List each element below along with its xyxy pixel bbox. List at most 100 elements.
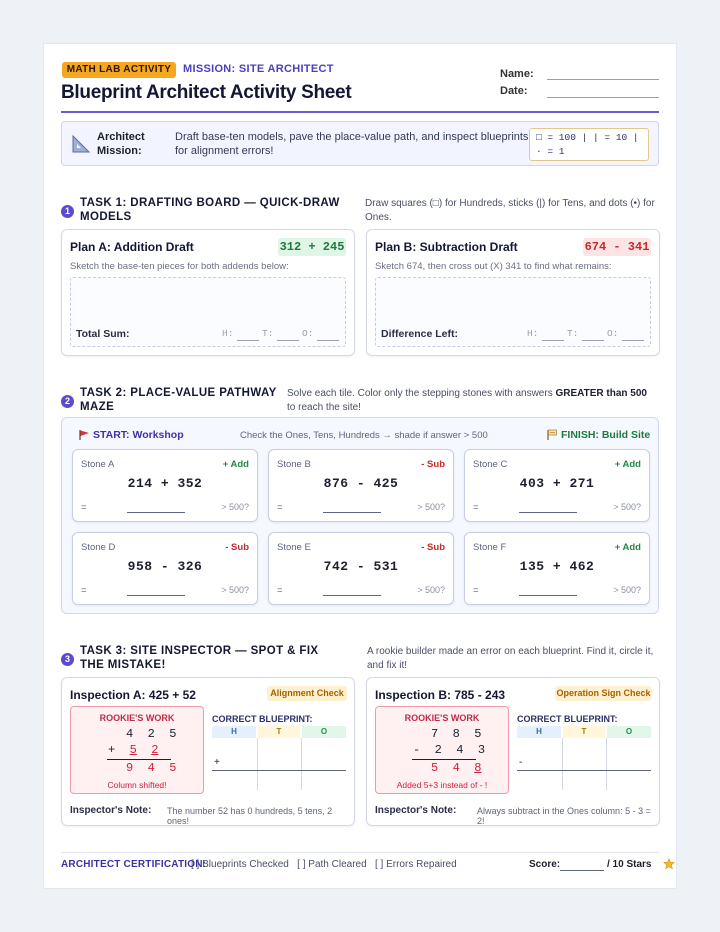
plan-a-o-blank[interactable] — [317, 340, 339, 341]
mission-label: Architect Mission: — [97, 131, 145, 157]
plan-a-sketch-area[interactable] — [70, 277, 346, 347]
col-divider — [301, 738, 302, 790]
stone-problem: 135 + 462 — [519, 559, 595, 574]
correct-a-work-area[interactable] — [212, 742, 346, 790]
stone-problem: 958 - 326 — [127, 559, 203, 574]
correct-b-difference-line — [517, 770, 651, 771]
operation-tag: - Sub — [421, 542, 445, 553]
answer-blank[interactable] — [519, 512, 577, 513]
rookie-label: ROOKIE'S WORK — [99, 713, 175, 723]
stone-a[interactable]: Stone A + Add 214 + 352 = > 500? — [72, 449, 258, 522]
star-icon — [663, 858, 675, 870]
task2-number: 2 — [61, 395, 74, 408]
task3-title: TASK 3: SITE INSPECTOR — SPOT & FIX THE … — [80, 645, 319, 671]
greater-check: > 500? — [221, 585, 249, 595]
col-o: O — [607, 726, 651, 738]
key-line-2: · = 1 — [536, 146, 565, 157]
digit: 8 — [452, 727, 460, 741]
task3-note: A rookie builder made an error on each b… — [367, 646, 654, 671]
note-label: Inspector's Note: — [375, 805, 457, 816]
rookie-b-error: Added 5+3 instead of - ! — [396, 780, 488, 790]
footer-divider — [61, 852, 659, 853]
rookie-b-result: 5 4 8 — [431, 761, 481, 775]
plan-b-t-label: T: — [567, 328, 579, 339]
date-field[interactable] — [547, 97, 659, 98]
plan-a-t-blank[interactable] — [277, 340, 299, 341]
rookie-b-row2: - 2 4 3 — [413, 743, 485, 757]
plan-a-h-label: H: — [222, 328, 234, 339]
digit-error: 2 — [151, 743, 159, 757]
base-ten-key: □ = 100 | | = 10 | · = 1 — [529, 128, 649, 161]
stone-d[interactable]: Stone D - Sub 958 - 326 = > 500? — [72, 532, 258, 605]
stone-f[interactable]: Stone F + Add 135 + 462 = > 500? — [464, 532, 650, 605]
col-divider — [257, 738, 258, 790]
plan-b-sketch-area[interactable] — [375, 277, 651, 347]
stone-label: Stone B — [277, 459, 311, 470]
col-h: H — [212, 726, 256, 738]
plan-b-t-blank[interactable] — [582, 340, 604, 341]
correct-b-work-area[interactable] — [517, 742, 651, 790]
red-flag-icon — [79, 430, 89, 440]
col-divider — [562, 738, 563, 790]
plan-b-title: Plan B: Subtraction Draft — [375, 240, 518, 254]
digit: 4 — [456, 743, 464, 757]
plan-b-h-label: H: — [527, 328, 539, 339]
digit: 5 — [169, 761, 177, 775]
rookie-a-result: 9 4 5 — [126, 761, 176, 775]
certification-label: ARCHITECT CERTIFICATION: — [61, 859, 207, 870]
mission-heading: MISSION: SITE ARCHITECT — [183, 63, 334, 75]
pathway-maze: START: Workshop Check the Ones, Tens, Hu… — [61, 417, 659, 614]
task2-note: Solve each tile. Color only the stepping… — [287, 387, 647, 415]
digit: 2 — [434, 743, 442, 757]
greater-check: > 500? — [613, 502, 641, 512]
stone-problem: 876 - 425 — [323, 476, 399, 491]
stone-label: Stone E — [277, 542, 311, 553]
rookie-label: ROOKIE'S WORK — [404, 713, 480, 723]
task2-note-bold: GREATER than 500 — [555, 388, 647, 399]
task1-title: TASK 1: DRAFTING BOARD — QUICK-DRAW MODE… — [80, 197, 340, 223]
score-max: / 10 Stars — [607, 859, 652, 870]
page-title: Blueprint Architect Activity Sheet — [61, 82, 352, 103]
digit: 5 — [431, 761, 439, 775]
score-field[interactable] — [560, 870, 604, 871]
task2-note-post: to reach the site! — [287, 402, 361, 413]
stone-label: Stone A — [81, 459, 115, 470]
correct-blueprint-label: CORRECT BLUEPRINT: — [517, 714, 618, 724]
activity-sheet: MATH LAB ACTIVITY MISSION: SITE ARCHITEC… — [43, 43, 677, 889]
answer-blank[interactable] — [127, 595, 185, 596]
stone-problem: 742 - 531 — [323, 559, 399, 574]
operation-tag: + Add — [222, 459, 249, 470]
equals-sign: = — [81, 502, 87, 513]
inspection-b-card: Inspection B: 785 - 243 Operation Sign C… — [366, 677, 660, 826]
maze-start: START: Workshop — [93, 429, 184, 441]
name-field[interactable] — [547, 79, 659, 80]
task2-title: TASK 2: PLACE-VALUE PATHWAY MAZE — [80, 387, 277, 413]
plan-b-o-blank[interactable] — [622, 340, 644, 341]
task1-note: Draw squares (□) for Hundreds, sticks (|… — [365, 198, 655, 223]
certification-checklist[interactable]: [ ] Blueprints Checked [ ] Path Cleared … — [191, 859, 457, 870]
digit: 4 — [452, 761, 460, 775]
answer-blank[interactable] — [323, 595, 381, 596]
stone-b[interactable]: Stone B - Sub 876 - 425 = > 500? — [268, 449, 454, 522]
correct-b-operator: - — [519, 757, 523, 768]
stone-c[interactable]: Stone C + Add 403 + 271 = > 500? — [464, 449, 650, 522]
equals-sign: = — [473, 502, 479, 513]
answer-blank[interactable] — [519, 595, 577, 596]
plan-b-o-label: O: — [607, 328, 619, 339]
answer-blank[interactable] — [127, 512, 185, 513]
operation-tag: - Sub — [421, 459, 445, 470]
inspection-a-note: The number 52 has 0 hundreds, 5 tens, 2 … — [167, 806, 333, 826]
digit: 3 — [477, 743, 486, 757]
rookie-a-row2: + 5 2 — [108, 743, 158, 757]
plan-b-h-blank[interactable] — [542, 340, 564, 341]
equals-sign: = — [277, 585, 283, 596]
digit-error: 8 — [474, 761, 482, 775]
difference-line — [412, 759, 476, 760]
triangle-ruler-icon — [72, 134, 91, 153]
stone-e[interactable]: Stone E - Sub 742 - 531 = > 500? — [268, 532, 454, 605]
inspection-b-title: Inspection B: 785 - 243 — [375, 688, 506, 702]
answer-blank[interactable] — [323, 512, 381, 513]
inspection-a-card: Inspection A: 425 + 52 Alignment Check R… — [61, 677, 355, 826]
plan-a-h-blank[interactable] — [237, 340, 259, 341]
sum-line — [107, 759, 171, 760]
